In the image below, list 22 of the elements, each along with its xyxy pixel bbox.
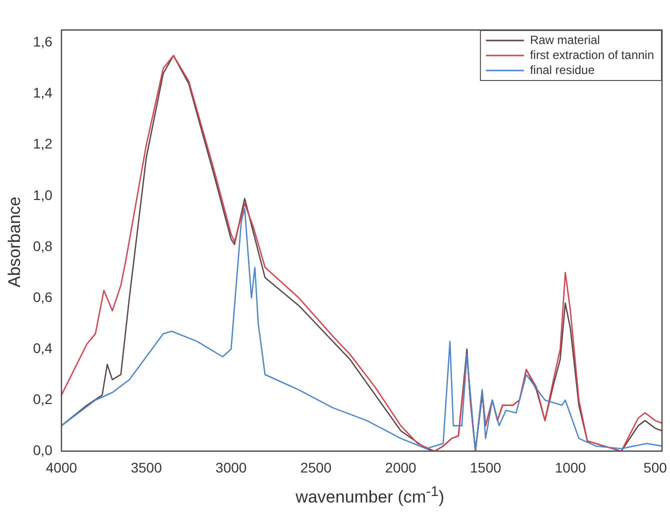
legend-label: Raw material [530, 32, 600, 47]
y-tick-label: 0,6 [32, 288, 53, 305]
y-tick-label: 0,4 [32, 340, 53, 356]
x-tick-label: 3000 [216, 459, 247, 476]
y-axis-title: Absorbance [5, 196, 25, 290]
legend-label: final residue [530, 62, 595, 77]
y-tick-label: 1,0 [32, 186, 53, 203]
legend-label: first extraction of tannin [530, 48, 654, 62]
x-tick-label: 3500 [130, 459, 162, 476]
x-tick-label: 500 [644, 459, 668, 476]
x-tick-label: 2000 [385, 459, 417, 476]
x-tick-label: 2500 [300, 459, 332, 476]
y-tick-label: 0,0 [32, 442, 53, 458]
x-tick-label: 1000 [554, 459, 586, 476]
y-tick-label: 0,8 [32, 238, 53, 254]
y-tick-label: 0,2 [32, 391, 53, 408]
y-tick-label: 1,4 [32, 84, 53, 101]
x-tick-label: 4000 [46, 459, 78, 476]
y-tick-label: 1,6 [32, 34, 53, 50]
x-tick-label: 1500 [470, 459, 502, 476]
x-axis-title: wavenumber (cm$^{-1}$) [294, 484, 446, 508]
y-tick-label: 1,2 [32, 136, 53, 152]
